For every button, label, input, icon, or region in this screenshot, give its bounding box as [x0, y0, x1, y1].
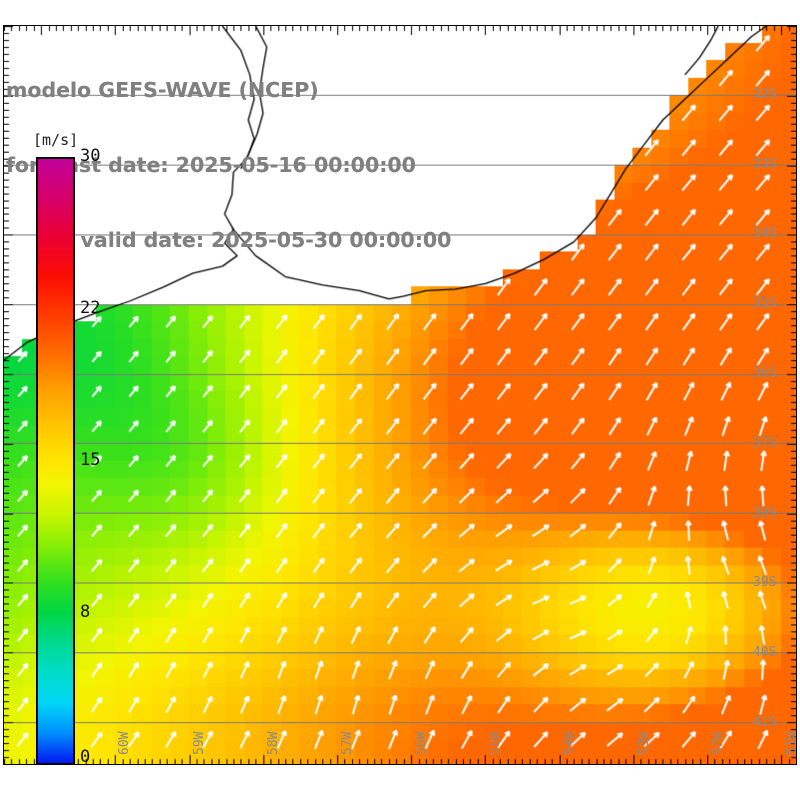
valid-date-text: valid date: 2025-05-30 00:00:00: [80, 228, 452, 252]
forecast-date-text: forecast date: 2025-05-16 00:00:00: [6, 153, 416, 177]
lat-label-36S: 36S: [753, 366, 777, 382]
lon-label-52W: 52W: [710, 731, 726, 755]
wind-speed-heatmap-canvas[interactable]: [4, 26, 796, 764]
lat-label-39S: 39S: [753, 575, 777, 591]
lon-label-53W: 53W: [636, 731, 652, 755]
colorbar-tick-22: 22: [80, 298, 101, 318]
map-plot-area[interactable]: [3, 25, 797, 765]
lat-label-38S: 38S: [753, 505, 777, 521]
colorbar-tick-15: 15: [80, 450, 101, 470]
lon-label-60W: 60W: [117, 731, 133, 755]
lon-label-56W: 56W: [414, 731, 430, 755]
colorbar-tick-30: 30: [80, 146, 101, 166]
colorbar-unit-label: [m/s]: [33, 131, 79, 149]
lat-label-41S: 41S: [753, 715, 777, 731]
lon-label-54W: 54W: [562, 731, 578, 755]
lat-label-34S: 34S: [753, 226, 777, 242]
lon-label-55W: 55W: [488, 731, 504, 755]
lon-label-51W: 51W: [785, 731, 800, 755]
lat-label-33S: 33S: [753, 156, 777, 172]
colorbar-gradient: [36, 157, 75, 765]
lat-label-32S: 32S: [753, 86, 777, 102]
chart-title-block: modelo GEFS-WAVE (NCEP) forecast date: 2…: [6, 28, 526, 303]
model-title: modelo GEFS-WAVE (NCEP): [6, 78, 319, 102]
lat-label-40S: 40S: [753, 645, 777, 661]
lon-label-58W: 58W: [265, 731, 281, 755]
lon-label-57W: 57W: [339, 731, 355, 755]
lat-label-35S: 35S: [753, 296, 777, 312]
colorbar-tick-0: 0: [80, 747, 91, 767]
colorbar-tick-8: 8: [80, 602, 91, 622]
lat-label-37S: 37S: [753, 435, 777, 451]
lon-label-59W: 59W: [191, 731, 207, 755]
